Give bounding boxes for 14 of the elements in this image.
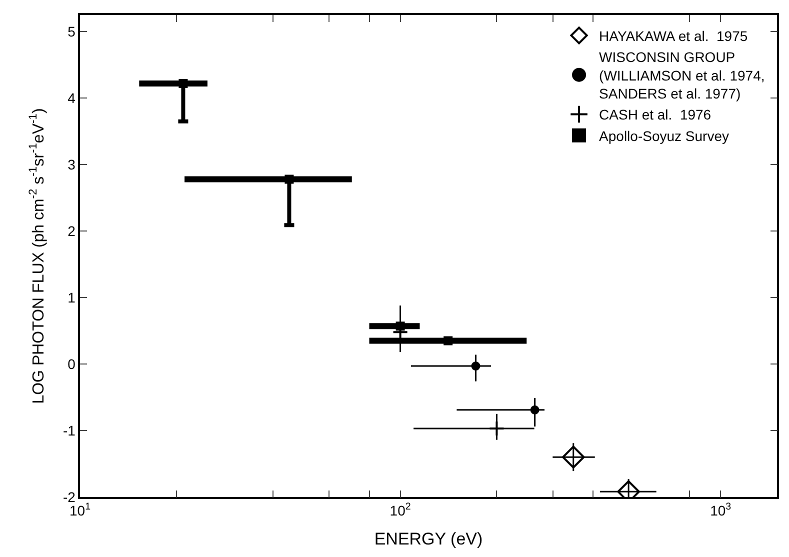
legend-label: WISCONSIN GROUP (WILLIAMSON et al. 1974, SANDERS et al. 1977) (599, 49, 765, 102)
x-tick-label: 10$^{3}$ (710, 502, 732, 519)
y-tick-label: 1 (68, 289, 76, 306)
x-axis-title: ENERGY (eV) (374, 529, 483, 548)
y-tick-label: 3 (68, 156, 76, 172)
legend-label: CASH et al. 1976 (599, 106, 712, 123)
y-tick-label: 5 (68, 24, 76, 40)
legend-label: HAYAKAWA et al. 1975 (599, 28, 748, 44)
y-tick-label: 2 (68, 222, 76, 239)
y-tick-label: 4 (68, 90, 76, 106)
y-tick-label: -1 (62, 422, 76, 438)
legend-label: Apollo-Soyuz Survey (599, 128, 729, 144)
x-tick-label: 10$^{2}$ (390, 502, 411, 519)
y-tick-label: 0 (68, 356, 76, 372)
